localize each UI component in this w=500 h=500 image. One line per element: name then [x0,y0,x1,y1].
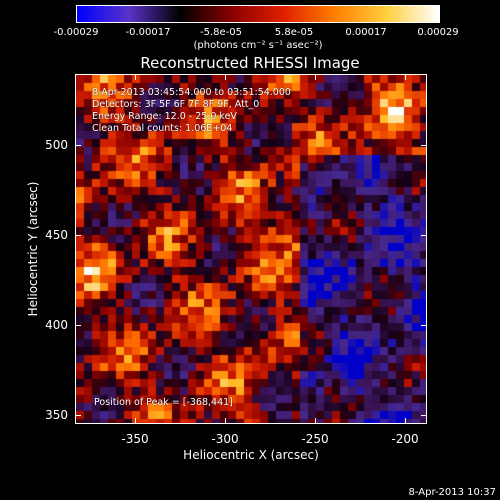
y-tick-label: 400 [45,318,68,332]
annotation-time-range: 8-Apr-2013 03:45:54.000 to 03:51:54.000 [92,87,291,98]
axis-tick-mark [75,415,81,416]
annotation-clean-counts: Clean Total counts: 1.06E+04 [92,123,233,134]
axis-tick-mark [225,418,226,424]
axis-tick-mark [75,235,81,236]
colorbar-tick: -0.00029 [53,27,99,38]
axis-tick-mark [135,74,136,80]
plot-timestamp: 8-Apr-2013 10:37 [408,487,496,498]
y-tick-label: 350 [45,408,68,422]
colorbar-tick: -0.00017 [125,27,171,38]
annotation-detectors: Detectors: 3F 5F 6F 7F 8F 9F, Att_0 [92,99,260,110]
axis-tick-mark [75,145,81,146]
y-tick-label: 500 [45,138,68,152]
axis-tick-mark [405,418,406,424]
plot-area: 8-Apr-2013 03:45:54.000 to 03:51:54.000 … [75,74,427,424]
axis-tick-mark [421,415,427,416]
x-tick-label: -250 [301,432,329,446]
axis-tick-mark [405,74,406,80]
x-axis-label: Heliocentric X (arcsec) [183,448,319,462]
x-tick-label: -300 [211,432,239,446]
chart-title: Reconstructed RHESSI Image [140,54,360,72]
axis-tick-mark [421,145,427,146]
annotation-energy-range: Energy Range: 12.0 - 25.0 keV [92,111,237,122]
y-axis-label: Heliocentric Y (arcsec) [26,181,40,317]
axis-tick-mark [421,325,427,326]
colorbar [76,5,440,23]
y-tick-label: 450 [45,228,68,242]
axis-tick-mark [421,235,427,236]
colorbar-tick: 0.00029 [417,27,459,38]
colorbar-unit-label: (photons cm⁻² s⁻¹ asec⁻²) [193,40,323,51]
x-tick-label: -200 [391,432,419,446]
axis-tick-mark [135,418,136,424]
annotation-peak-position: Position of Peak = [-368,441] [94,397,233,408]
axis-tick-mark [315,74,316,80]
axis-tick-mark [75,325,81,326]
colorbar-tick: 5.8e-05 [274,27,314,38]
axis-tick-mark [225,74,226,80]
axis-tick-mark [315,418,316,424]
colorbar-tick: 0.00017 [345,27,387,38]
x-tick-label: -350 [121,432,149,446]
heatmap-image [76,75,426,423]
colorbar-tick: -5.8e-05 [200,27,242,38]
